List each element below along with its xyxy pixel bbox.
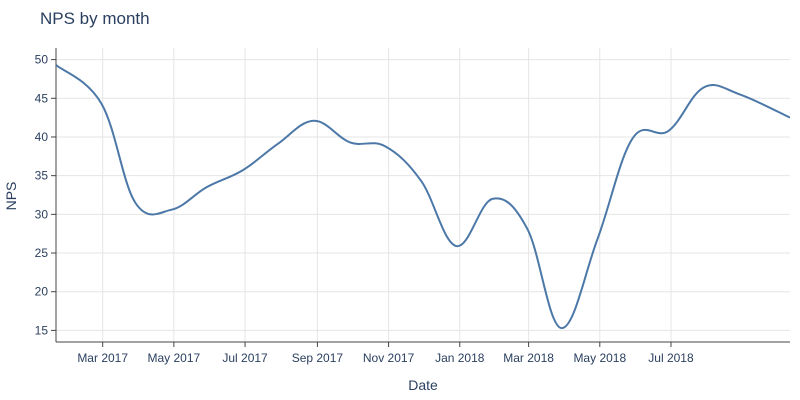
x-tick-label: Jul 2017 xyxy=(222,351,268,365)
x-tick-label: May 2017 xyxy=(148,351,201,365)
y-tick-label: 35 xyxy=(35,169,49,183)
x-tick-label: Sep 2017 xyxy=(292,351,344,365)
y-tick-label: 25 xyxy=(35,246,49,260)
x-tick-label: Mar 2017 xyxy=(77,351,128,365)
x-axis-ticks: Mar 2017 May 2017 Jul 2017 Sep 2017 Nov 2017… xyxy=(77,342,694,365)
x-axis-title: Date xyxy=(408,377,438,393)
nps-series-line xyxy=(56,64,790,330)
grid-lines xyxy=(56,48,790,342)
y-tick-label: 15 xyxy=(35,323,49,337)
y-tick-label: 20 xyxy=(35,285,49,299)
x-tick-label: Jan 2018 xyxy=(435,351,485,365)
y-tick-label: 30 xyxy=(35,207,49,221)
x-tick-label: Jul 2018 xyxy=(648,351,694,365)
y-tick-label: 40 xyxy=(35,130,49,144)
y-axis-ticks: 15 20 25 30 35 40 45 50 xyxy=(35,53,56,337)
y-tick-label: 50 xyxy=(35,53,49,67)
chart-title: NPS by month xyxy=(40,9,150,28)
x-tick-label: Mar 2018 xyxy=(503,351,554,365)
x-tick-label: May 2018 xyxy=(573,351,626,365)
data-points xyxy=(54,63,792,330)
y-tick-label: 45 xyxy=(35,91,49,105)
y-axis-title: NPS xyxy=(3,182,19,211)
x-tick-label: Nov 2017 xyxy=(363,351,415,365)
